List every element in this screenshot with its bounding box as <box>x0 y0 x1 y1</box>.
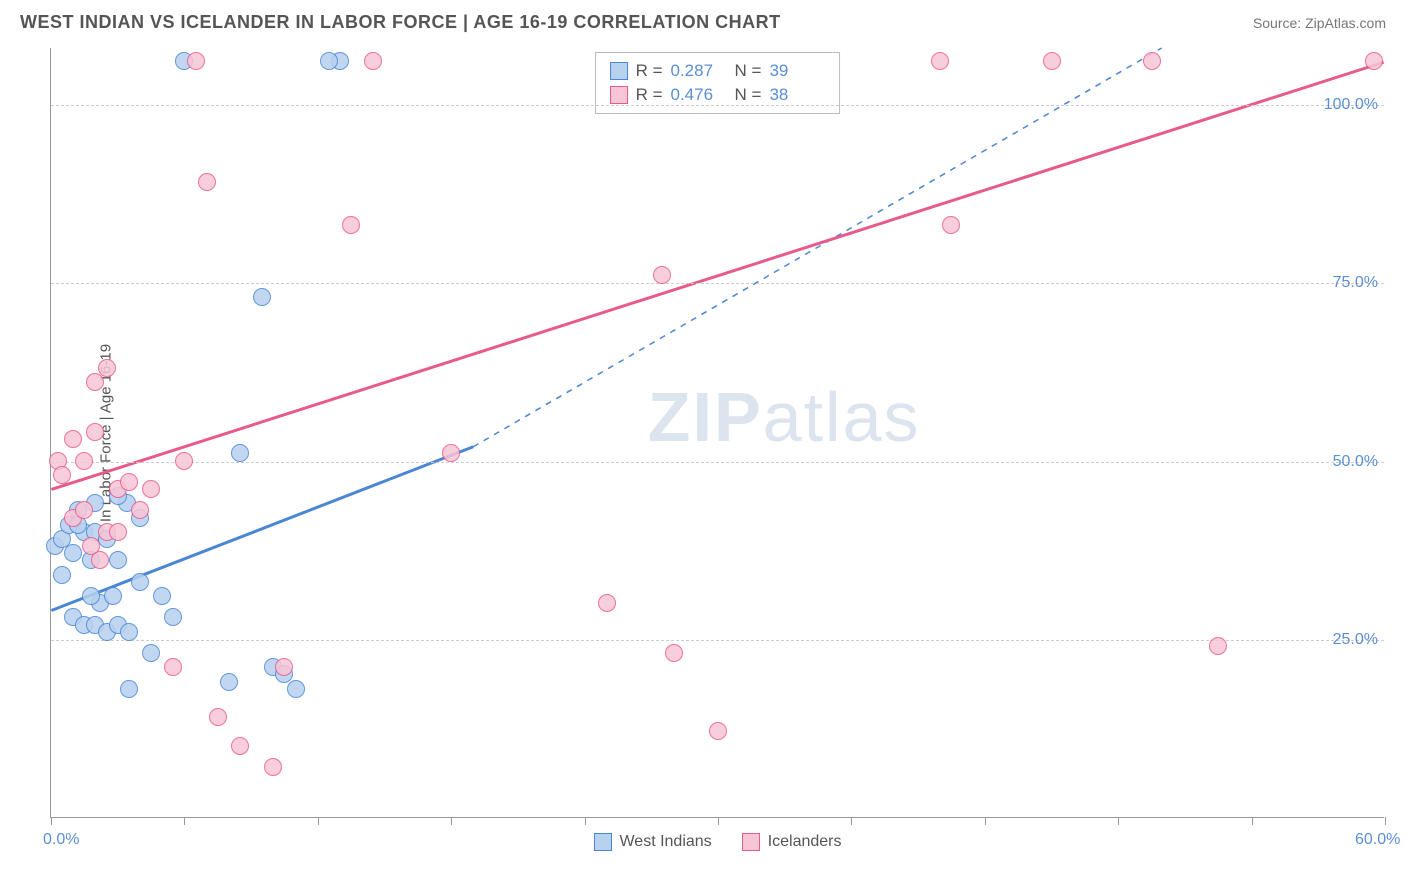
x-tick-mark <box>585 817 586 825</box>
gridline-h <box>51 105 1384 106</box>
scatter-point <box>153 587 171 605</box>
chart-title: WEST INDIAN VS ICELANDER IN LABOR FORCE … <box>20 12 781 33</box>
legend-label: Icelanders <box>768 833 842 851</box>
scatter-point <box>364 52 382 70</box>
scatter-point <box>442 444 460 462</box>
scatter-point <box>142 644 160 662</box>
scatter-point <box>1209 637 1227 655</box>
scatter-point <box>231 444 249 462</box>
scatter-point <box>120 680 138 698</box>
scatter-point <box>164 658 182 676</box>
stat-row: R = 0.476 N = 38 <box>610 83 826 107</box>
scatter-point <box>109 523 127 541</box>
scatter-point <box>1365 52 1383 70</box>
x-tick-mark <box>184 817 185 825</box>
scatter-point <box>175 452 193 470</box>
scatter-point <box>98 359 116 377</box>
x-tick-mark <box>1385 817 1386 825</box>
scatter-point <box>120 623 138 641</box>
stat-n-value: 39 <box>769 61 825 81</box>
stat-r-prefix: R = <box>636 61 663 81</box>
scatter-point <box>1143 52 1161 70</box>
scatter-point <box>91 551 109 569</box>
scatter-point <box>75 452 93 470</box>
legend-swatch <box>742 833 760 851</box>
scatter-point <box>220 673 238 691</box>
chart-plot-area: In Labor Force | Age 16-19 ZIPatlas R =0… <box>50 48 1384 818</box>
source-label: Source: ZipAtlas.com <box>1253 15 1386 31</box>
scatter-point <box>120 473 138 491</box>
scatter-point <box>53 466 71 484</box>
scatter-point <box>131 501 149 519</box>
legend-item: West Indians <box>593 833 711 851</box>
x-tick-mark <box>51 817 52 825</box>
gridline-h <box>51 462 1384 463</box>
x-tick-mark <box>718 817 719 825</box>
legend-label: West Indians <box>619 833 711 851</box>
scatter-point <box>53 566 71 584</box>
x-tick-mark <box>851 817 852 825</box>
scatter-point <box>275 658 293 676</box>
stat-r-value: 0.287 <box>671 61 727 81</box>
legend-item: Icelanders <box>742 833 842 851</box>
scatter-point <box>709 722 727 740</box>
scatter-point <box>104 587 122 605</box>
scatter-point <box>665 644 683 662</box>
scatter-point <box>64 544 82 562</box>
scatter-point <box>82 587 100 605</box>
stat-n-value: 38 <box>769 85 825 105</box>
scatter-point <box>653 266 671 284</box>
legend-swatch <box>593 833 611 851</box>
scatter-point <box>109 551 127 569</box>
legend-swatch <box>610 86 628 104</box>
scatter-point <box>209 708 227 726</box>
gridline-h <box>51 640 1384 641</box>
stat-r-value: 0.476 <box>671 85 727 105</box>
scatter-point <box>231 737 249 755</box>
stat-n-prefix: N = <box>735 61 762 81</box>
y-tick-label: 75.0% <box>1333 274 1388 292</box>
scatter-point <box>198 173 216 191</box>
stat-n-prefix: N = <box>735 85 762 105</box>
legend-swatch <box>610 62 628 80</box>
scatter-point <box>1043 52 1061 70</box>
scatter-point <box>320 52 338 70</box>
gridline-h <box>51 283 1384 284</box>
watermark: ZIPatlas <box>648 377 921 457</box>
scatter-point <box>187 52 205 70</box>
y-tick-label: 50.0% <box>1333 453 1388 471</box>
scatter-point <box>75 501 93 519</box>
scatter-point <box>287 680 305 698</box>
x-tick-mark <box>1252 817 1253 825</box>
x-tick-label: 60.0% <box>1355 831 1400 849</box>
x-tick-mark <box>318 817 319 825</box>
scatter-point <box>131 573 149 591</box>
scatter-point <box>342 216 360 234</box>
scatter-point <box>264 758 282 776</box>
scatter-point <box>86 423 104 441</box>
scatter-point <box>931 52 949 70</box>
x-tick-mark <box>451 817 452 825</box>
scatter-point <box>164 608 182 626</box>
x-tick-mark <box>1118 817 1119 825</box>
trend-lines <box>51 48 1384 817</box>
scatter-point <box>142 480 160 498</box>
scatter-point <box>942 216 960 234</box>
y-tick-label: 100.0% <box>1324 96 1388 114</box>
stat-r-prefix: R = <box>636 85 663 105</box>
x-tick-mark <box>985 817 986 825</box>
stat-row: R = 0.287 N = 39 <box>610 59 826 83</box>
x-tick-label: 0.0% <box>43 831 79 849</box>
y-tick-label: 25.0% <box>1333 631 1388 649</box>
scatter-point <box>598 594 616 612</box>
scatter-point <box>253 288 271 306</box>
scatter-point <box>64 430 82 448</box>
legend: West Indians Icelanders <box>593 833 841 851</box>
